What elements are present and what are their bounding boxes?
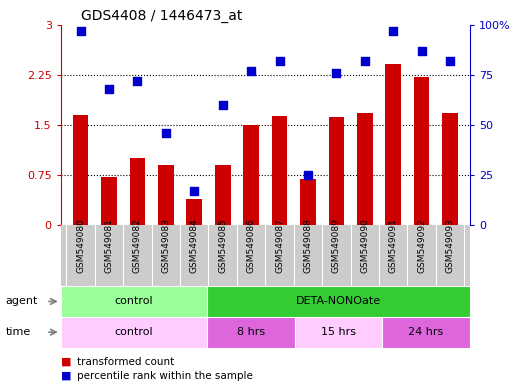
Text: 24 hrs: 24 hrs	[409, 327, 444, 337]
Bar	[300, 179, 316, 225]
Bar	[243, 125, 259, 225]
Bar	[382, 317, 470, 348]
Point	[162, 130, 170, 136]
Point	[304, 172, 312, 178]
Point	[389, 28, 398, 34]
Text: transformed count: transformed count	[77, 357, 174, 367]
Point	[219, 102, 227, 108]
Bar	[295, 317, 382, 348]
Point	[418, 48, 426, 54]
Point	[361, 58, 369, 64]
Bar	[207, 286, 470, 317]
Bar	[101, 177, 117, 225]
Text: control: control	[115, 296, 153, 306]
Text: agent: agent	[5, 296, 37, 306]
Point	[190, 188, 199, 194]
Bar	[207, 317, 295, 348]
Text: DETA-NONOate: DETA-NONOate	[296, 296, 381, 306]
Point	[77, 28, 85, 34]
Bar	[414, 77, 429, 225]
Point	[275, 58, 284, 64]
Bar	[61, 286, 207, 317]
Text: GDS4408 / 1446473_at: GDS4408 / 1446473_at	[81, 8, 242, 23]
Bar	[357, 113, 373, 225]
Bar	[442, 113, 458, 225]
Bar	[130, 158, 145, 225]
Point	[247, 68, 256, 74]
Bar	[328, 117, 344, 225]
Bar	[186, 199, 202, 225]
Bar	[385, 64, 401, 225]
Text: 8 hrs: 8 hrs	[237, 327, 265, 337]
Text: percentile rank within the sample: percentile rank within the sample	[77, 371, 252, 381]
Text: control: control	[115, 327, 153, 337]
Point	[133, 78, 142, 84]
Bar	[61, 317, 207, 348]
Bar	[272, 116, 287, 225]
Bar	[215, 165, 231, 225]
Point	[105, 86, 113, 92]
Text: 15 hrs: 15 hrs	[321, 327, 356, 337]
Text: ■: ■	[61, 357, 71, 367]
Bar	[158, 165, 174, 225]
Text: ■: ■	[61, 371, 71, 381]
Point	[332, 70, 341, 76]
Text: time: time	[5, 327, 31, 337]
Bar	[73, 115, 88, 225]
Point	[446, 58, 454, 64]
